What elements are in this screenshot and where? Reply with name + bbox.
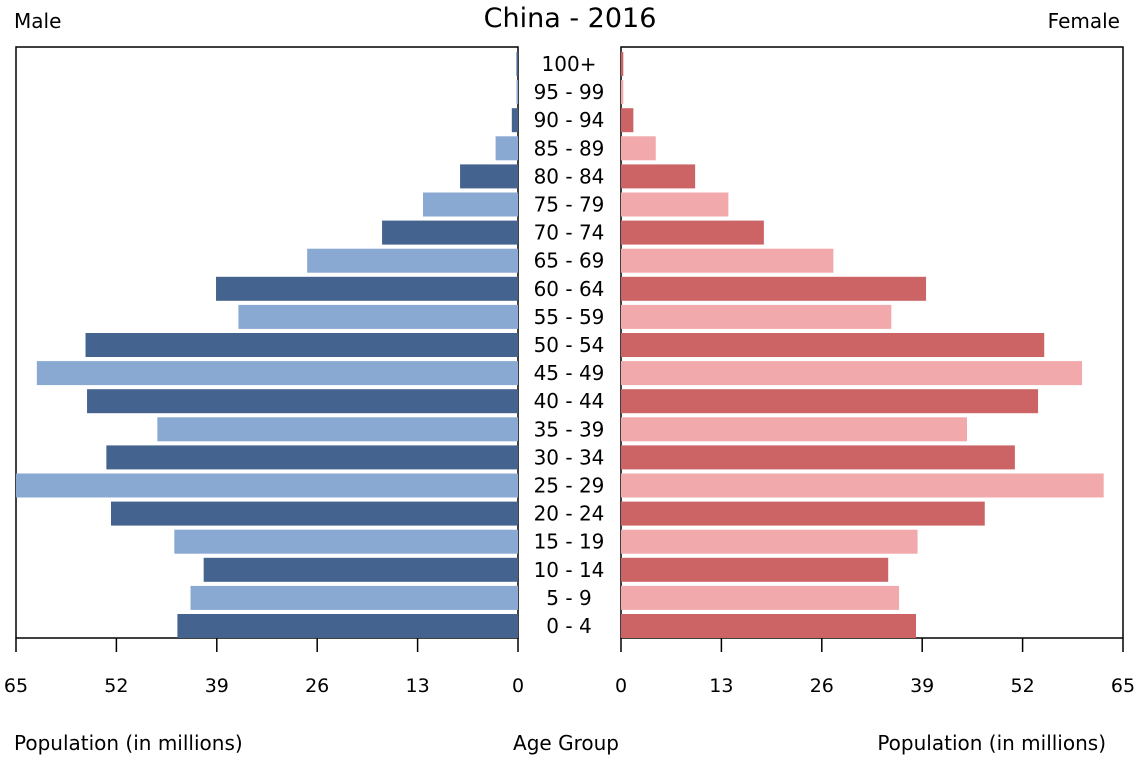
male-bars	[16, 52, 519, 638]
female-bar	[621, 501, 985, 526]
age-group-label: 40 - 44	[534, 389, 605, 413]
female-bar	[621, 333, 1045, 357]
age-group-labels: 100+ 95 - 99 90 - 94 85 - 89 80 - 84 75 - 79 7…	[534, 52, 605, 638]
age-group-label: 15 - 19	[534, 530, 605, 554]
age-group-label: 35 - 39	[534, 417, 605, 441]
chart-title: China - 2016	[484, 3, 657, 34]
female-bar	[621, 80, 624, 105]
female-bars	[621, 52, 1104, 638]
age-group-label: 55 - 59	[534, 305, 605, 329]
male-bar	[85, 333, 518, 357]
female-bar	[621, 389, 1039, 414]
male-bar	[495, 136, 518, 161]
female-bar	[621, 304, 892, 329]
male-bar	[157, 417, 518, 442]
age-group-label: 65 - 69	[534, 249, 605, 273]
female-bar	[621, 276, 927, 301]
female-bar	[621, 473, 1104, 498]
female-bar	[621, 529, 918, 554]
male-bar	[203, 557, 518, 582]
male-bar	[190, 585, 518, 610]
female-axis-ticks: 0 13 26 39 52 65	[615, 638, 1135, 697]
age-group-label: 80 - 84	[534, 164, 605, 188]
female-bar	[621, 52, 624, 76]
female-tick-label: 26	[810, 675, 834, 697]
female-bar	[621, 220, 764, 245]
female-bar	[621, 361, 1083, 386]
age-group-label: 85 - 89	[534, 136, 605, 160]
female-bar	[621, 614, 917, 638]
male-bar	[110, 501, 519, 526]
male-x-axis-label: Population (in millions)	[14, 731, 243, 755]
male-tick-label: 39	[205, 675, 229, 697]
female-bar	[621, 585, 900, 610]
female-bar	[621, 248, 834, 273]
female-bar	[621, 192, 729, 217]
male-tick-label: 13	[406, 675, 430, 697]
female-side-label: Female	[1048, 9, 1120, 33]
female-bar	[621, 164, 696, 189]
age-group-axis-label: Age Group	[513, 731, 619, 755]
age-group-label: 25 - 29	[534, 474, 605, 498]
age-group-label: 70 - 74	[534, 221, 605, 245]
male-tick-label: 65	[4, 675, 28, 697]
age-group-label: 45 - 49	[534, 361, 605, 385]
male-bar	[87, 389, 518, 414]
male-tick-label: 0	[512, 675, 524, 697]
age-group-label: 5 - 9	[546, 586, 591, 610]
female-bar	[621, 445, 1015, 470]
female-tick-label: 0	[615, 675, 627, 697]
male-side-label: Male	[14, 9, 61, 33]
male-tick-label: 52	[104, 675, 128, 697]
male-bar	[177, 614, 519, 638]
male-bar	[516, 52, 518, 76]
age-group-label: 75 - 79	[534, 193, 605, 217]
male-bar	[516, 80, 518, 105]
male-bar	[216, 276, 518, 301]
male-bar	[16, 473, 518, 498]
male-bar	[106, 445, 519, 470]
age-group-label: 60 - 64	[534, 277, 605, 301]
female-x-axis-label: Population (in millions)	[877, 731, 1106, 755]
age-group-label: 30 - 34	[534, 445, 605, 469]
female-bar	[621, 557, 889, 582]
male-axis-ticks: 0 13 26 39 52 65	[4, 638, 524, 697]
female-tick-label: 39	[910, 675, 934, 697]
age-group-label: 95 - 99	[534, 80, 605, 104]
age-group-label: 10 - 14	[534, 558, 605, 582]
age-group-label: 50 - 54	[534, 333, 605, 357]
female-bar	[621, 136, 656, 161]
male-bar	[511, 108, 518, 133]
female-tick-label: 13	[709, 675, 733, 697]
female-tick-label: 52	[1011, 675, 1035, 697]
age-group-label: 0 - 4	[546, 614, 591, 638]
male-bar	[36, 361, 519, 386]
age-group-label: 20 - 24	[534, 502, 605, 526]
male-bar	[174, 529, 519, 554]
male-bar	[382, 220, 518, 245]
female-bar	[621, 417, 967, 442]
age-group-label: 100+	[542, 52, 597, 76]
male-bar	[423, 192, 518, 217]
female-tick-label: 65	[1111, 675, 1135, 697]
male-tick-label: 26	[305, 675, 329, 697]
male-bar	[307, 248, 518, 273]
age-group-label: 90 - 94	[534, 108, 605, 132]
male-bar	[238, 304, 518, 329]
female-bar	[621, 108, 634, 133]
male-bar	[460, 164, 518, 189]
